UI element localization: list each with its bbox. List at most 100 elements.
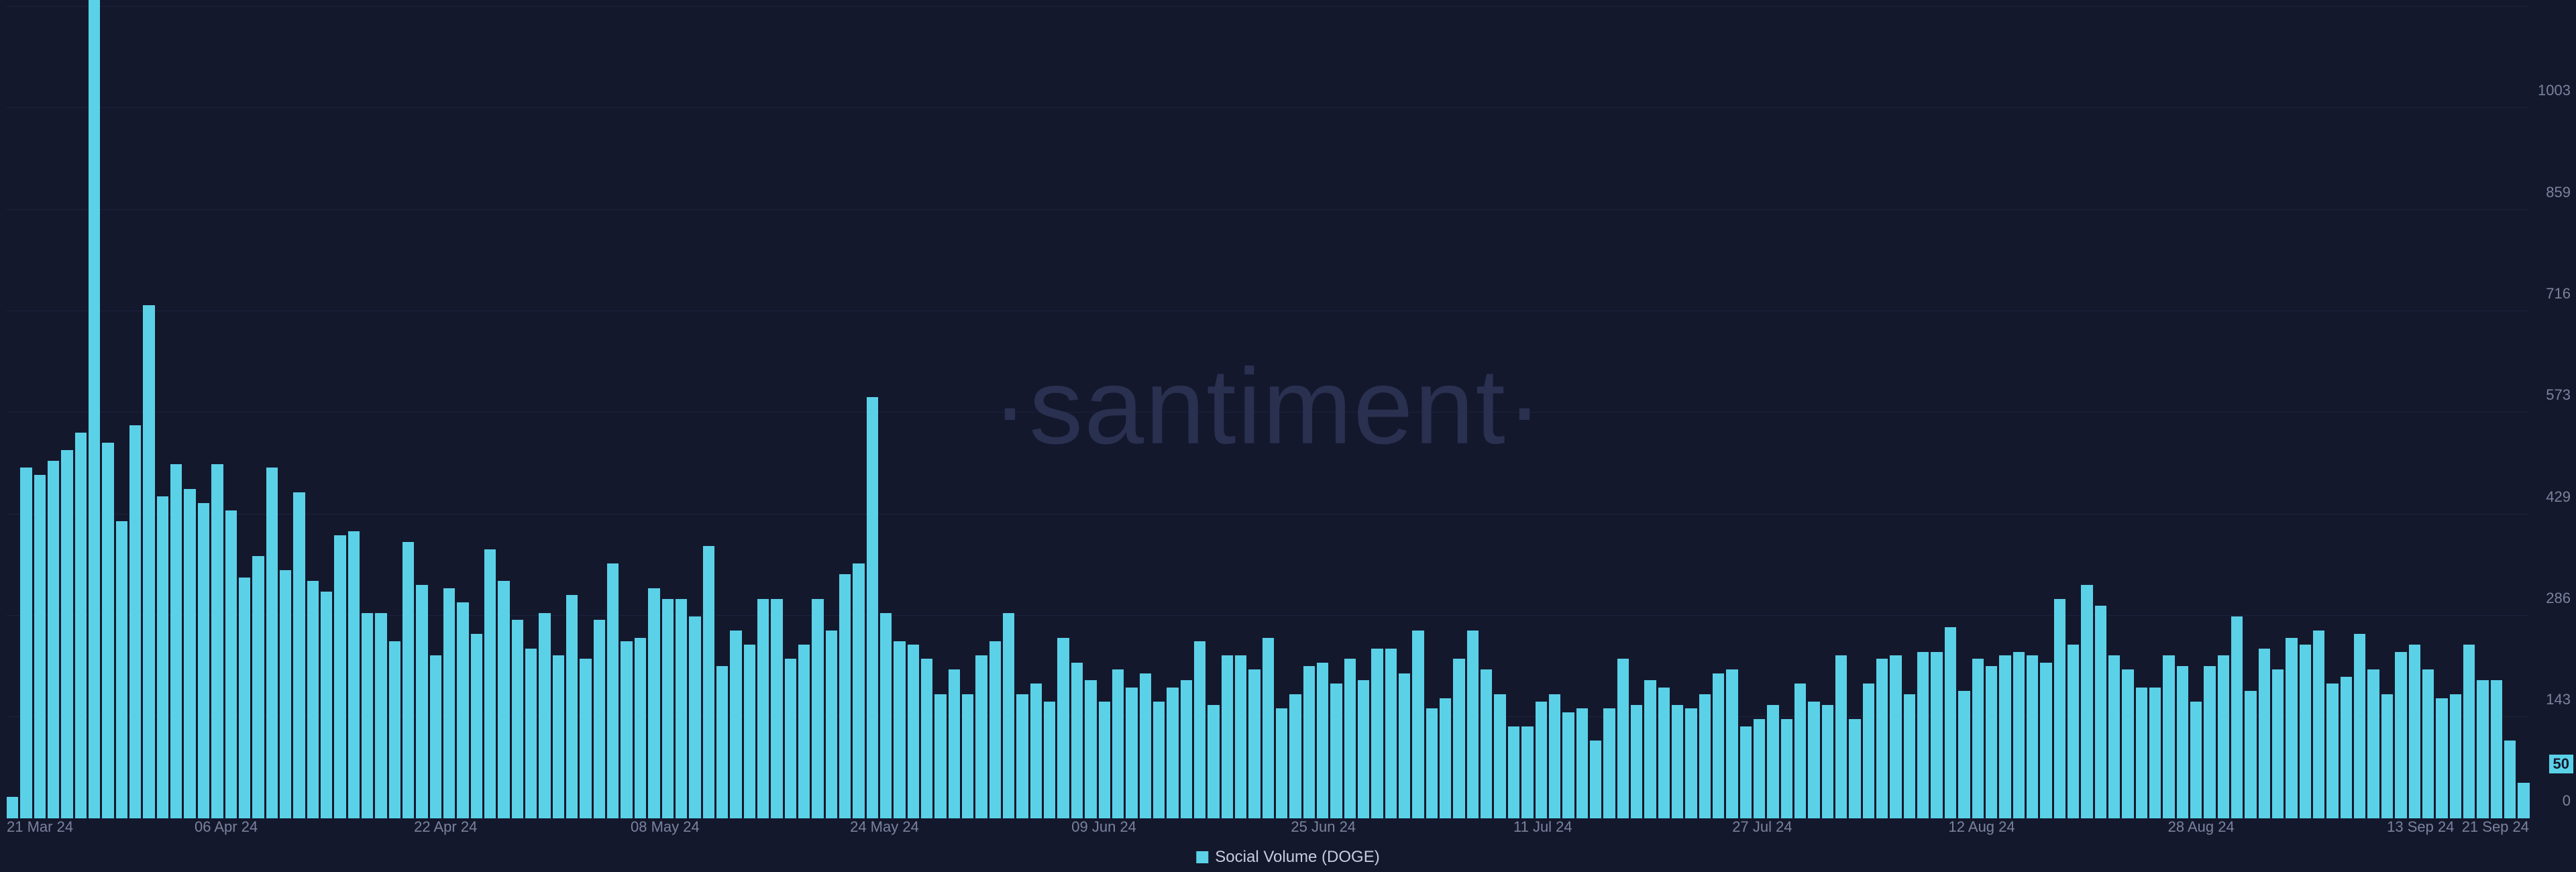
x-tick-label: 24 May 24 bbox=[850, 818, 919, 836]
bar bbox=[170, 464, 182, 818]
bar bbox=[580, 659, 591, 818]
bar bbox=[1740, 726, 1752, 818]
y-tick-label: 429 bbox=[2546, 488, 2571, 506]
bar bbox=[1521, 726, 1533, 818]
bar bbox=[2313, 631, 2324, 818]
bar bbox=[1685, 708, 1697, 818]
bar bbox=[880, 613, 892, 818]
bar bbox=[1808, 702, 1819, 818]
y-tick-label: 1003 bbox=[2538, 82, 2571, 99]
bar bbox=[498, 581, 509, 818]
bar bbox=[89, 0, 100, 818]
bar bbox=[2122, 669, 2133, 818]
bar bbox=[566, 595, 578, 818]
bar bbox=[402, 542, 414, 818]
bar bbox=[1153, 702, 1165, 818]
bar bbox=[1194, 641, 1205, 818]
bar bbox=[2463, 645, 2475, 818]
legend-swatch bbox=[1196, 851, 1208, 863]
bar bbox=[744, 645, 755, 818]
plot-area: ·santiment· bbox=[7, 7, 2529, 818]
bar bbox=[771, 599, 782, 818]
bar bbox=[1057, 638, 1069, 818]
bar bbox=[362, 613, 373, 818]
y-tick-label: 286 bbox=[2546, 590, 2571, 607]
bar bbox=[2395, 652, 2406, 818]
bar bbox=[2518, 783, 2529, 818]
bar bbox=[1494, 694, 1505, 818]
bar bbox=[1794, 684, 1806, 818]
bar bbox=[539, 613, 550, 818]
bar bbox=[1945, 627, 1956, 818]
bar bbox=[1235, 655, 1246, 818]
bar bbox=[129, 425, 141, 818]
bar bbox=[1658, 688, 1670, 818]
bar bbox=[1890, 655, 1901, 818]
bar bbox=[7, 797, 18, 818]
bar bbox=[1986, 666, 1997, 818]
bar bbox=[853, 563, 864, 818]
bar bbox=[1672, 705, 1683, 818]
bar bbox=[280, 570, 291, 818]
bar bbox=[1713, 673, 1724, 818]
bar bbox=[1276, 708, 1287, 818]
bar bbox=[1330, 684, 1342, 818]
bar bbox=[1412, 631, 1424, 818]
bar bbox=[1549, 694, 1560, 818]
x-tick-label: 25 Jun 24 bbox=[1291, 818, 1356, 836]
bar bbox=[2190, 702, 2202, 818]
bar bbox=[457, 602, 468, 818]
bar bbox=[1754, 719, 1765, 818]
bar bbox=[1399, 673, 1410, 818]
bar bbox=[1303, 666, 1315, 818]
bar bbox=[1699, 694, 1711, 818]
bar bbox=[116, 521, 127, 818]
bar bbox=[635, 638, 646, 818]
bar bbox=[2177, 666, 2188, 818]
bars-group bbox=[7, 7, 2529, 818]
bar bbox=[689, 616, 700, 818]
bar bbox=[2367, 669, 2379, 818]
chart-container: ·santiment· 0143286429573716859100311465… bbox=[0, 0, 2576, 872]
bar bbox=[2300, 645, 2311, 818]
bar bbox=[2409, 645, 2420, 818]
bar bbox=[2259, 649, 2270, 818]
bar bbox=[676, 599, 687, 818]
bar bbox=[1849, 719, 1860, 818]
bar bbox=[826, 631, 837, 818]
bar bbox=[2450, 694, 2461, 818]
bar bbox=[2381, 694, 2393, 818]
bar bbox=[1603, 708, 1615, 818]
bar bbox=[2068, 645, 2079, 818]
bar bbox=[484, 549, 496, 818]
bar bbox=[293, 492, 305, 818]
bar bbox=[1726, 669, 1737, 818]
bar bbox=[1781, 719, 1792, 818]
bar bbox=[1999, 655, 2010, 818]
bar bbox=[1289, 694, 1301, 818]
bar bbox=[1822, 705, 1833, 818]
bar bbox=[607, 563, 619, 818]
bar bbox=[2245, 691, 2256, 818]
bar bbox=[1835, 655, 1847, 818]
bar bbox=[1099, 702, 1110, 818]
bar bbox=[2095, 606, 2106, 818]
bar bbox=[2040, 663, 2051, 818]
bar bbox=[157, 496, 168, 818]
bar bbox=[2422, 669, 2434, 818]
bar bbox=[1631, 705, 1642, 818]
bar bbox=[812, 599, 823, 818]
bar bbox=[2341, 677, 2352, 818]
x-tick-label: 08 May 24 bbox=[631, 818, 700, 836]
bar bbox=[198, 503, 209, 818]
bar bbox=[1453, 659, 1464, 818]
bar bbox=[1767, 705, 1778, 818]
bar bbox=[184, 489, 195, 818]
bar bbox=[1317, 663, 1328, 818]
x-tick-label: 21 Mar 24 bbox=[7, 818, 73, 836]
bar bbox=[2231, 616, 2243, 818]
bar bbox=[348, 531, 360, 818]
x-tick-label: 13 Sep 24 bbox=[2387, 818, 2454, 836]
bar bbox=[1126, 688, 1137, 818]
bar bbox=[239, 578, 250, 818]
